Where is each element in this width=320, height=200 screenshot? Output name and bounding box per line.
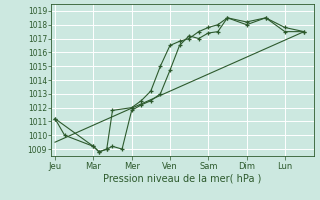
X-axis label: Pression niveau de la mer( hPa ): Pression niveau de la mer( hPa ) (103, 173, 261, 183)
